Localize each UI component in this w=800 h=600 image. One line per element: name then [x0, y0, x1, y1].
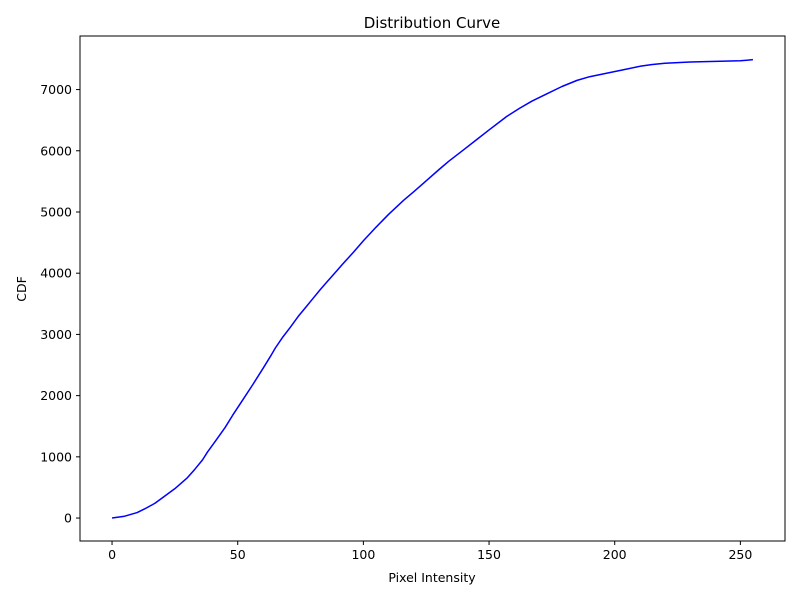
chart-title: Distribution Curve: [364, 14, 501, 32]
y-tick-label: 1000: [40, 449, 72, 464]
y-tick-label: 6000: [40, 143, 72, 158]
x-tick-label: 250: [728, 547, 752, 562]
series-line: [111, 58, 754, 519]
y-tick-label: 0: [64, 511, 72, 526]
y-tick-label: 2000: [40, 388, 72, 403]
x-tick-label: 0: [108, 547, 116, 562]
x-tick-label: 150: [477, 547, 501, 562]
y-tick-label: 4000: [40, 266, 72, 281]
y-axis-title: CDF: [14, 276, 29, 302]
axis-ticks: 0 50 100 150 200 250 0 1000 2000 3000 4000 5000 6000…: [40, 82, 752, 562]
x-axis-title: Pixel Intensity: [388, 570, 476, 585]
x-tick-label: 50: [230, 547, 246, 562]
x-tick-label: 100: [351, 547, 375, 562]
y-tick-label: 7000: [40, 82, 72, 97]
plot-frame: [79, 35, 786, 542]
x-tick-label: 200: [603, 547, 627, 562]
y-tick-label: 5000: [40, 204, 72, 219]
y-tick-label: 3000: [40, 327, 72, 342]
plot-area: [111, 58, 754, 519]
